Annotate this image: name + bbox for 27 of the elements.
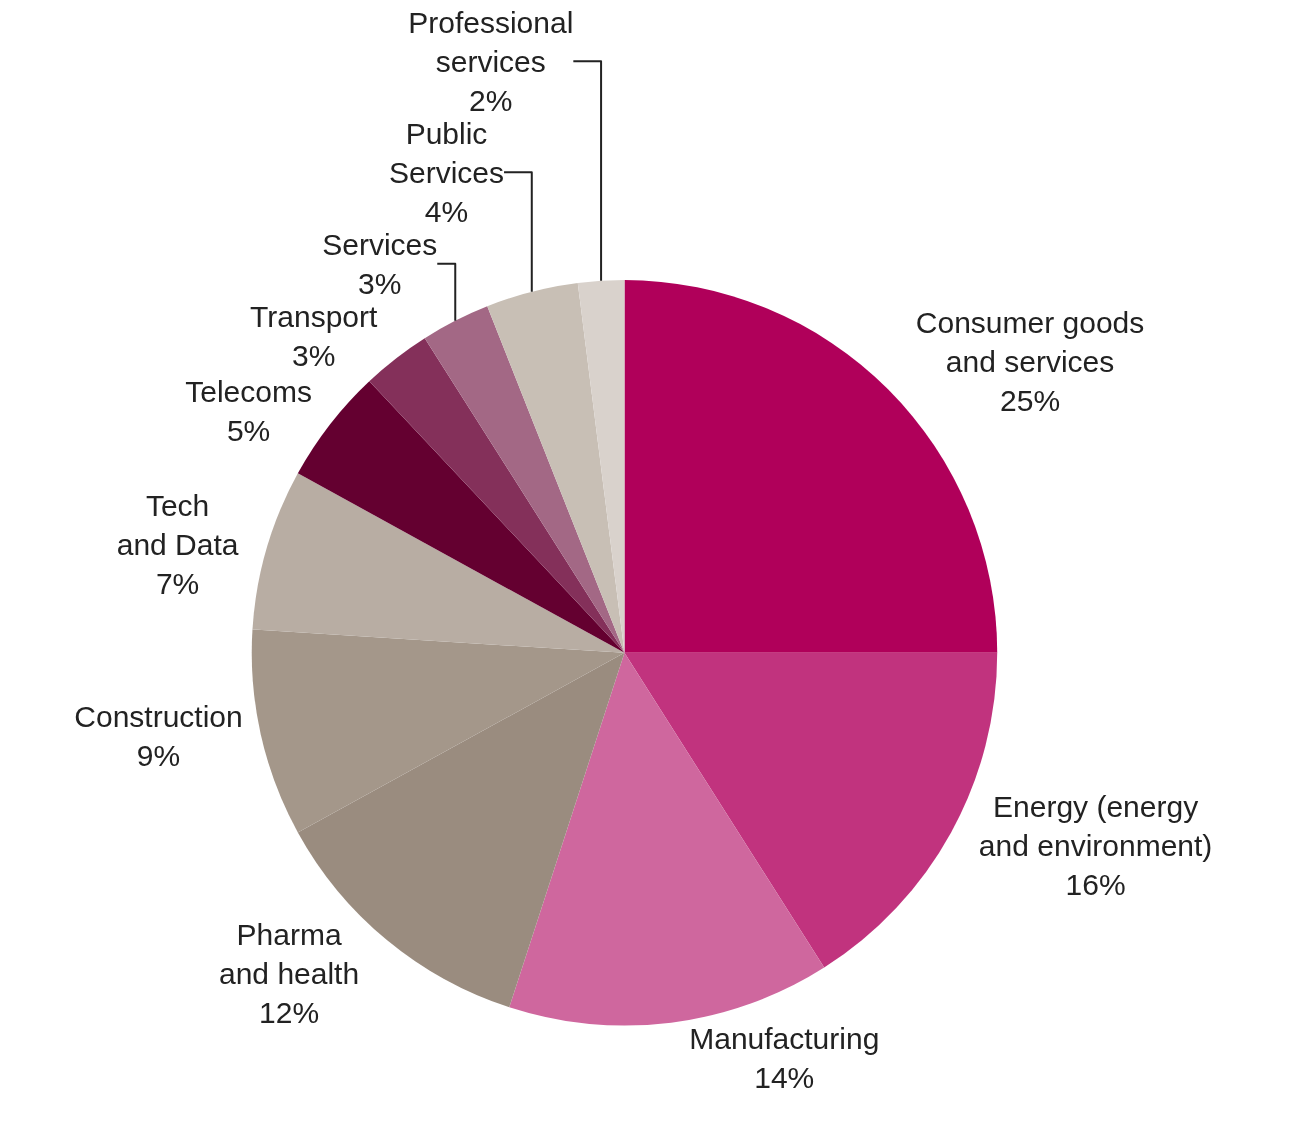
data-label: 3% [292,338,336,372]
slice-label: Consumer goods and services [915,306,1145,379]
slice-label: Professional services [408,5,574,78]
data-label: 12% [259,995,320,1029]
data-label: 9% [136,738,181,772]
slice-label: Telecoms [185,374,312,408]
slice-label: Construction [74,699,243,733]
data-label: 2% [469,83,513,117]
pie-slice [509,652,825,1025]
data-label: 16% [1065,867,1126,901]
pie-slice [424,306,625,653]
data-label: 3% [358,266,402,300]
data-label: 25% [1000,384,1061,418]
slice-label: Energy (energy and environment) [978,789,1213,862]
pie-slice [487,283,625,653]
slice-label: Pharma and health [218,917,360,990]
pie-slice [252,473,625,653]
data-label: 14% [754,1061,815,1095]
slice-label: Tech and Data [116,489,239,562]
data-label: 4% [424,194,469,228]
slice-label: Manufacturing [689,1022,880,1056]
data-label: 7% [155,567,200,601]
data-label: 5% [226,413,271,447]
slice-label: Services [322,227,438,261]
pie-slice [369,338,625,653]
slice-label: Public Services [388,116,505,189]
slice-label: Transport [250,299,379,333]
